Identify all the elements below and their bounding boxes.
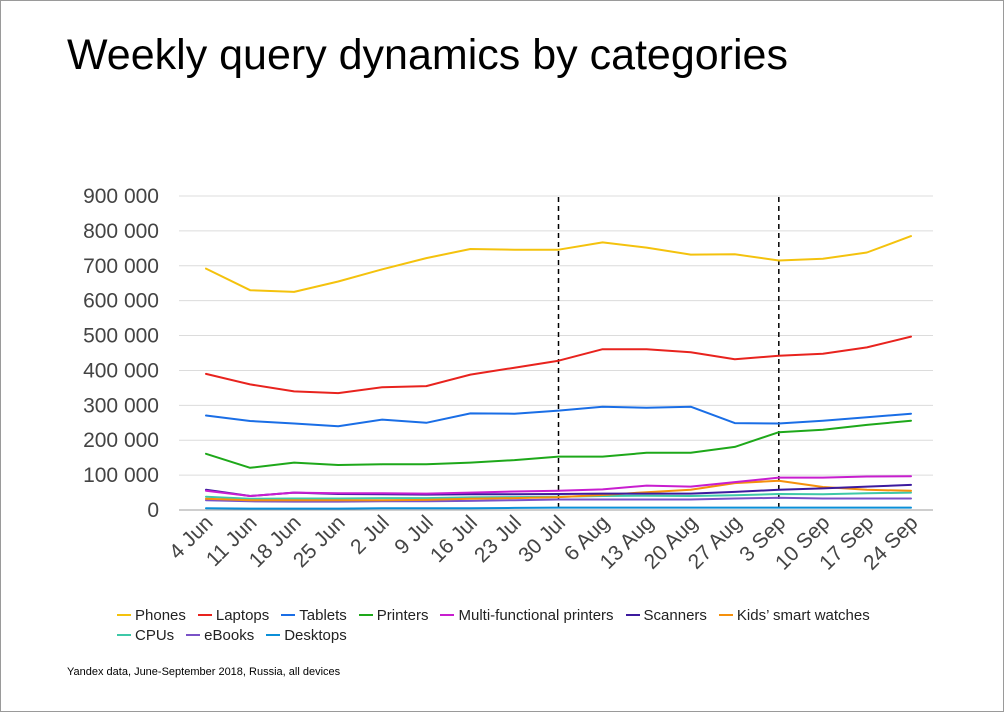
legend-swatch xyxy=(440,614,455,616)
series-line-ebooks xyxy=(205,496,912,503)
series-line-phones xyxy=(205,235,912,293)
legend-item: CPUs xyxy=(117,627,174,644)
series-line-tablets xyxy=(205,405,912,428)
legend-label: Multi-functional printers xyxy=(458,606,614,624)
legend-swatch xyxy=(718,614,733,616)
y-tick-label: 400 000 xyxy=(83,359,159,382)
legend-item: Multi-functional printers xyxy=(440,606,614,624)
y-tick-label: 900 000 xyxy=(83,185,159,208)
legend-item: Desktops xyxy=(266,627,347,644)
legend-swatch xyxy=(625,614,640,616)
legend-label: eBooks xyxy=(204,626,255,644)
legend-item: Phones xyxy=(117,607,186,624)
legend-label: Kids’ smart watches xyxy=(736,606,870,624)
series-line-kids-smart-watches xyxy=(205,479,912,502)
legend-swatch xyxy=(197,614,212,616)
legend-swatch xyxy=(281,614,296,616)
legend-swatch xyxy=(117,634,131,636)
y-tick-label: 600 000 xyxy=(83,290,159,313)
legend-item: Laptops xyxy=(197,606,270,624)
x-tick-label: 30 Jul xyxy=(514,511,570,567)
y-tick-label: 300 000 xyxy=(83,394,159,417)
legend-item: Tablets xyxy=(281,607,347,624)
legend-item: Scanners xyxy=(625,606,707,624)
legend-swatch xyxy=(266,634,281,636)
legend-item: Kids’ smart watches xyxy=(718,606,870,624)
chart-legend: Phones Laptops Tablets Printers Multi-functi… xyxy=(117,605,937,645)
legend-row: CPUs eBooks Desktops xyxy=(117,625,937,645)
x-tick-label: 23 Jul xyxy=(470,511,526,567)
y-tick-label: 500 000 xyxy=(83,325,159,348)
legend-label: Desktops xyxy=(284,626,347,644)
x-tick-label: 16 Jul xyxy=(426,511,482,567)
legend-item: Printers xyxy=(358,606,429,624)
series-line-multi-functional-printers xyxy=(205,475,912,497)
series-line-printers xyxy=(205,419,912,469)
legend-row: Phones Laptops Tablets Printers Multi-functi… xyxy=(117,605,937,625)
legend-label: Phones xyxy=(135,606,186,624)
y-tick-label: 700 000 xyxy=(83,255,159,278)
y-tick-label: 0 xyxy=(147,499,159,522)
y-tick-label: 100 000 xyxy=(83,464,159,487)
source-note: Yandex data, June-September 2018, Russia… xyxy=(67,666,341,678)
series-line-laptops xyxy=(205,335,912,395)
y-tick-label: 800 000 xyxy=(83,220,159,243)
legend-label: Tablets xyxy=(299,606,347,624)
legend-swatch xyxy=(117,614,131,616)
y-tick-label: 200 000 xyxy=(83,429,159,452)
series-line-desktops xyxy=(205,506,912,510)
legend-swatch xyxy=(186,634,201,636)
legend-label: Scanners xyxy=(643,606,707,624)
legend-item: eBooks xyxy=(186,627,254,644)
legend-swatch xyxy=(358,614,373,616)
x-tick-label: 2 Jul xyxy=(346,511,394,559)
legend-label: Printers xyxy=(376,606,429,624)
legend-label: CPUs xyxy=(135,626,175,644)
page-title: Weekly query dynamics by categories xyxy=(67,31,788,79)
legend-label: Laptops xyxy=(215,606,270,624)
